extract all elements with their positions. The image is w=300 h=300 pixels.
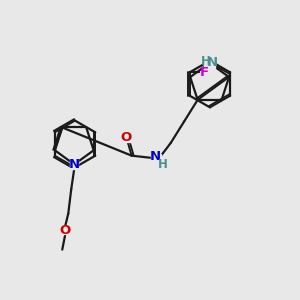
Text: H: H — [201, 55, 211, 68]
Text: N: N — [69, 158, 80, 171]
Text: F: F — [200, 66, 209, 79]
Text: N: N — [150, 150, 161, 164]
FancyBboxPatch shape — [122, 133, 131, 142]
Text: H: H — [158, 158, 168, 171]
FancyBboxPatch shape — [204, 58, 215, 68]
FancyBboxPatch shape — [70, 160, 79, 169]
Text: O: O — [60, 224, 71, 237]
Text: O: O — [121, 130, 132, 144]
FancyBboxPatch shape — [61, 226, 70, 234]
Text: N: N — [207, 56, 218, 70]
FancyBboxPatch shape — [152, 154, 161, 163]
